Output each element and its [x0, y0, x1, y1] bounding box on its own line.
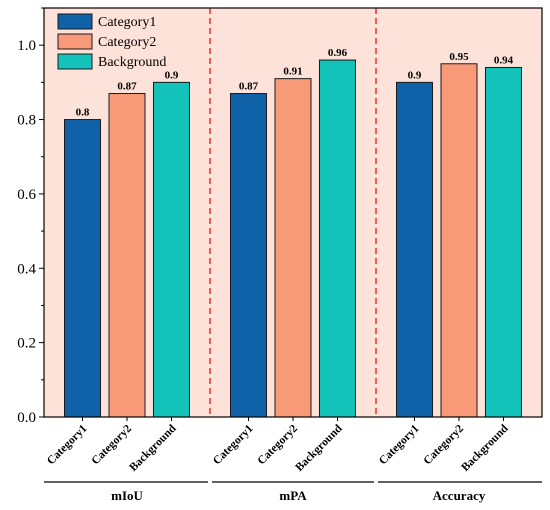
x-tick-label: Category1 — [45, 422, 90, 467]
bar — [440, 63, 478, 418]
legend-label: Background — [98, 55, 166, 70]
y-tick-label: 1.0 — [17, 38, 36, 54]
x-tick-label: Category2 — [90, 422, 135, 467]
x-tick-label: Category1 — [377, 422, 422, 467]
value-label: 0.91 — [283, 66, 302, 78]
legend-swatch — [57, 13, 93, 30]
value-labels-layer: 0.8 0.87 0.9 0.87 0.91 0.96 0.9 0.95 0.94 — [76, 47, 514, 118]
group-label: mIoU — [111, 488, 143, 503]
legend-swatch — [57, 33, 93, 50]
legend: Category1 Category2 Background — [57, 13, 166, 70]
y-axis: 0.0 0.2 0.4 0.6 0.8 1.0 — [17, 7, 44, 426]
value-label: 0.94 — [494, 54, 514, 66]
x-tick-label: Background — [459, 422, 511, 474]
bars-layer — [64, 59, 522, 418]
bar — [153, 81, 190, 418]
bar — [396, 81, 433, 418]
bar — [108, 93, 146, 418]
x-tick-label: Background — [127, 422, 179, 474]
y-tick-label: 0.2 — [17, 336, 36, 352]
y-tick-label: 0.4 — [17, 261, 36, 277]
bar — [230, 93, 267, 418]
value-label: 0.87 — [239, 81, 259, 93]
y-tick-label: 0.0 — [17, 410, 36, 426]
group-label: Accuracy — [433, 488, 486, 503]
value-label: 0.9 — [165, 69, 179, 81]
bar — [274, 78, 312, 418]
value-label: 0.87 — [117, 81, 137, 93]
legend-label: Category2 — [98, 35, 156, 50]
y-tick-label: 0.8 — [17, 113, 36, 129]
bar — [319, 59, 356, 418]
value-label: 0.96 — [328, 47, 348, 59]
legend-swatch — [57, 53, 93, 70]
value-label: 0.95 — [449, 51, 469, 63]
x-axis: Category1 Category2BackgroundmIoUCategory… — [44, 417, 542, 503]
x-tick-label: Category1 — [211, 422, 256, 467]
bar — [64, 119, 101, 418]
x-tick-label: Background — [293, 422, 345, 474]
x-tick-label: Category2 — [422, 422, 467, 467]
group-separators — [209, 8, 377, 417]
group-label: mPA — [279, 488, 307, 503]
bar — [485, 66, 522, 418]
x-tick-label: Category2 — [256, 422, 301, 467]
y-tick-label: 0.6 — [17, 187, 36, 203]
value-label: 0.8 — [76, 107, 90, 119]
value-label: 0.9 — [408, 69, 422, 81]
legend-label: Category1 — [98, 15, 156, 30]
